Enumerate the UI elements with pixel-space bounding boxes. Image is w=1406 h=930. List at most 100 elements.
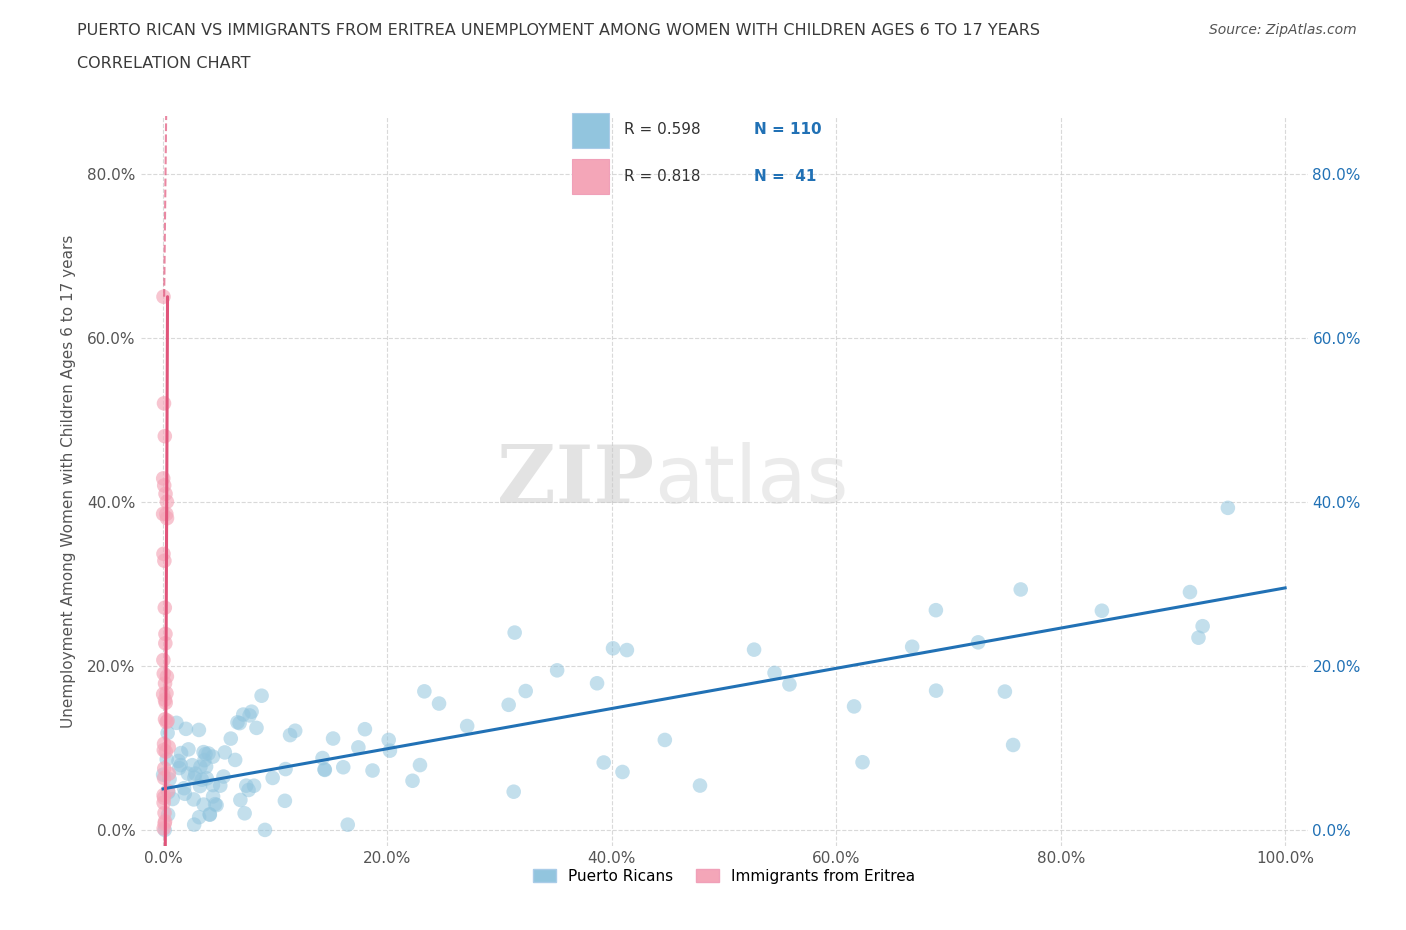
FancyBboxPatch shape (572, 113, 609, 148)
Point (314, 762, 336, 777)
Point (177, 742, 200, 757)
Point (314, 763, 336, 777)
Point (245, 721, 267, 736)
Point (152, 821, 174, 836)
Point (336, 817, 359, 832)
Point (165, 715, 187, 730)
Point (157, 785, 180, 800)
Point (153, 822, 176, 837)
Point (742, 643, 765, 658)
Point (159, 772, 181, 787)
Y-axis label: Unemployment Among Women with Children Ages 6 to 17 years: Unemployment Among Women with Children A… (60, 234, 76, 728)
Point (156, 725, 179, 740)
Point (183, 770, 205, 785)
Point (240, 704, 263, 719)
Point (851, 755, 873, 770)
Point (233, 806, 256, 821)
FancyBboxPatch shape (572, 158, 609, 194)
Point (322, 731, 344, 746)
Point (198, 807, 221, 822)
Point (201, 750, 224, 764)
Point (901, 639, 924, 654)
Point (194, 747, 217, 762)
Point (1002, 737, 1025, 752)
Point (250, 688, 273, 703)
Point (229, 792, 252, 807)
Point (152, 507, 174, 522)
Point (187, 723, 209, 737)
Point (152, 289, 174, 304)
Point (177, 766, 200, 781)
Point (224, 752, 246, 767)
Point (184, 766, 207, 781)
Point (226, 715, 249, 730)
Point (157, 807, 180, 822)
Point (155, 486, 177, 501)
Point (842, 699, 865, 714)
Text: atlas: atlas (654, 443, 848, 520)
Point (925, 603, 948, 618)
Point (190, 759, 212, 774)
Point (498, 698, 520, 712)
Point (778, 677, 800, 692)
Text: R = 0.598: R = 0.598 (624, 123, 700, 138)
Point (152, 788, 174, 803)
Point (155, 744, 177, 759)
Point (156, 511, 179, 525)
Point (152, 686, 174, 701)
Point (515, 684, 537, 698)
Point (347, 740, 370, 755)
Point (153, 478, 176, 493)
Point (378, 743, 401, 758)
Point (170, 746, 193, 761)
Point (157, 739, 180, 754)
Point (153, 737, 176, 751)
Point (162, 791, 184, 806)
Point (188, 778, 211, 793)
Point (153, 692, 176, 707)
Text: R = 0.818: R = 0.818 (624, 169, 700, 184)
Point (212, 769, 235, 784)
Point (183, 817, 205, 832)
Point (278, 727, 301, 742)
Point (198, 807, 221, 822)
Point (503, 625, 526, 640)
Point (153, 761, 176, 776)
Point (1010, 582, 1032, 597)
Point (311, 751, 333, 765)
Point (153, 814, 176, 829)
Point (219, 731, 242, 746)
Text: ZIP: ZIP (498, 443, 654, 520)
Point (586, 676, 609, 691)
Point (274, 762, 297, 777)
Point (152, 471, 174, 485)
Point (153, 676, 176, 691)
Text: N = 110: N = 110 (754, 123, 821, 138)
Point (238, 782, 260, 797)
Point (197, 746, 219, 761)
Point (262, 770, 284, 785)
Point (401, 774, 423, 789)
Point (228, 716, 250, 731)
Point (967, 635, 990, 650)
Point (193, 745, 215, 760)
Point (209, 778, 232, 793)
Point (612, 764, 634, 779)
Point (156, 495, 179, 510)
Point (592, 755, 614, 770)
Point (183, 792, 205, 807)
Point (1191, 618, 1213, 633)
Point (153, 600, 176, 615)
Point (201, 777, 224, 792)
Point (153, 805, 176, 820)
Point (284, 724, 307, 738)
Point (204, 797, 226, 812)
Point (152, 767, 174, 782)
Point (502, 784, 524, 799)
Point (153, 429, 176, 444)
Point (413, 684, 436, 698)
Point (156, 713, 179, 728)
Point (1091, 604, 1114, 618)
Point (191, 772, 214, 787)
Point (153, 790, 176, 805)
